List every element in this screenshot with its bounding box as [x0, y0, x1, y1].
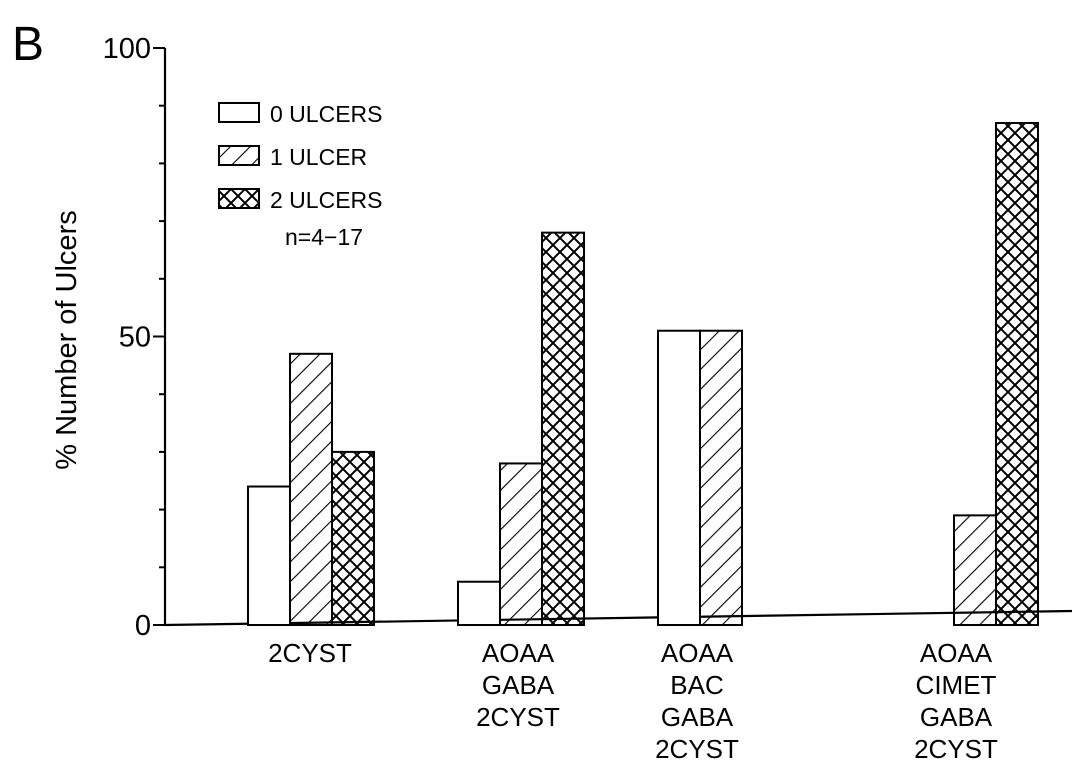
x-tick-label: AOAA — [661, 638, 734, 668]
legend-swatch — [218, 188, 260, 209]
legend: 0 ULCERS 1 ULCER 2 ULCERS — [218, 101, 382, 213]
bars — [247, 122, 1039, 626]
bar — [657, 329, 701, 626]
bar — [953, 514, 997, 626]
bar — [331, 450, 375, 626]
y-tick-label: 100 — [103, 33, 151, 65]
x-tick-label: CIMET — [916, 670, 997, 700]
x-tick-labels: 2CYST AOAAGABA2CYSTAOAABACGABA2CYSTAOAACI… — [268, 638, 998, 764]
legend-swatch — [218, 145, 260, 166]
x-tick-label: 2CYST — [655, 734, 739, 764]
x-tick-label: GABA — [661, 702, 734, 732]
legend-label: 1 ULCER — [270, 144, 367, 170]
x-tick-label: 2CYST — [268, 638, 352, 668]
panel-label: B — [12, 18, 44, 71]
legend-label: 0 ULCERS — [270, 101, 382, 127]
x-tick-label: GABA — [482, 670, 555, 700]
y-axis-label: % Number of Ulcers — [51, 210, 83, 469]
bar — [289, 352, 333, 626]
y-tick-label: 0 — [135, 610, 151, 642]
y-tick-label: 50 — [119, 322, 151, 354]
x-tick-label: 2CYST — [914, 734, 998, 764]
bar — [541, 231, 585, 626]
x-tick-label: 2CYST — [476, 702, 560, 732]
bar — [457, 580, 501, 626]
x-tick-label: BAC — [670, 670, 723, 700]
bar — [247, 485, 291, 626]
bar — [995, 122, 1039, 626]
legend-swatch — [218, 102, 260, 123]
bar — [699, 329, 743, 626]
sample-size-annotation: n=4−17 — [285, 224, 363, 250]
x-tick-label: AOAA — [920, 638, 993, 668]
bar — [499, 462, 543, 626]
x-tick-label: GABA — [920, 702, 993, 732]
x-tick-label: AOAA — [482, 638, 555, 668]
legend-label: 2 ULCERS — [270, 187, 382, 213]
